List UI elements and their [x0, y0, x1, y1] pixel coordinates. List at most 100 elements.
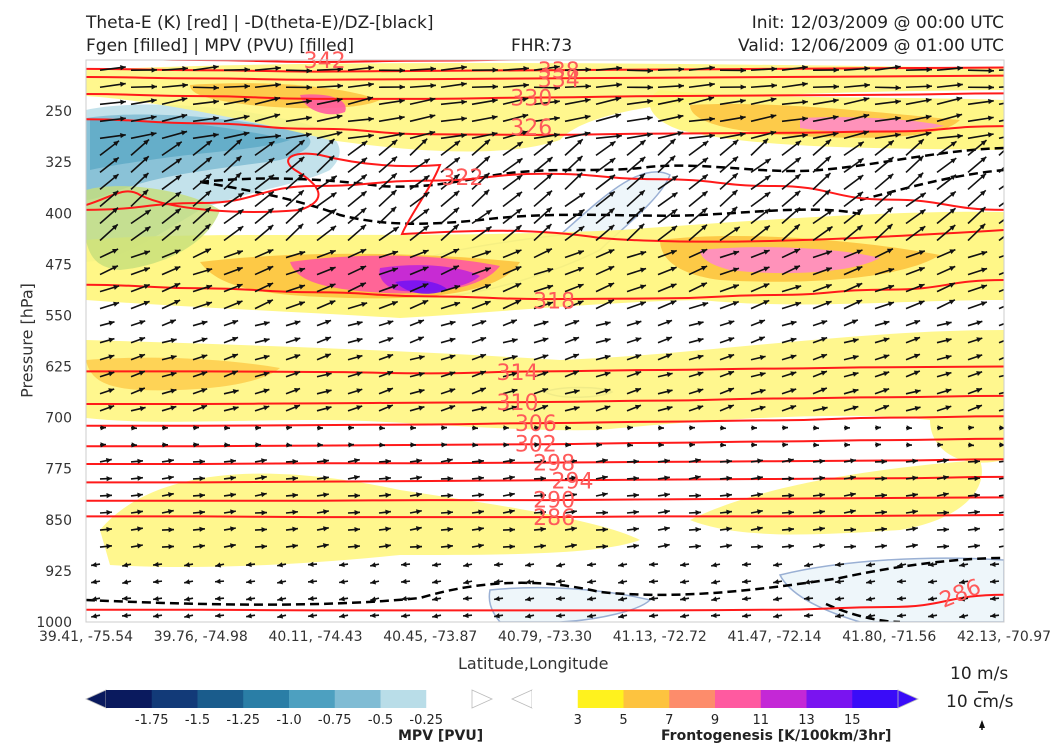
wind-vector-head [153, 613, 159, 619]
wind-vector-head [392, 267, 398, 273]
wind-vector-head [387, 320, 394, 326]
wind-vector-head [864, 82, 870, 88]
wind-vector-head [106, 543, 112, 549]
wind-vector-head [235, 155, 242, 162]
wind-vector-head [888, 267, 895, 273]
wind-vector-head [230, 475, 236, 481]
wind-vector-head [974, 458, 980, 465]
wind-vector-head [666, 405, 673, 411]
wind-vector-head [263, 371, 270, 377]
wind-vector-head [975, 404, 982, 410]
wind-vector-head [168, 458, 174, 464]
wind-vector-head [478, 509, 484, 515]
wind-vector-head [516, 141, 523, 147]
wind-vector-head [988, 68, 994, 74]
theta-e-label: 290 [533, 488, 575, 513]
wind-vector-head [1007, 337, 1013, 342]
wind-vector-head [912, 509, 918, 515]
wind-vector-head [601, 492, 608, 498]
wind-vector-head [701, 265, 708, 271]
wind-vector-head [268, 141, 275, 147]
wind-vector-head [324, 336, 331, 342]
wind-vector-head [974, 475, 980, 482]
dthetae-dz-contour [859, 168, 1004, 202]
wind-vector-head [726, 475, 732, 481]
wind-vector-head [385, 475, 391, 481]
wind-vector-head [547, 301, 553, 307]
wind-vector-head [243, 97, 250, 104]
wind-vector-head [298, 140, 305, 146]
wind-vector-head [804, 612, 810, 619]
wind-vector-head [587, 613, 593, 619]
wind-vector-head [503, 442, 509, 448]
theta-e-label: 342 [304, 49, 346, 74]
wind-vector-head [199, 459, 205, 465]
wind-vector-head [150, 114, 157, 121]
wind-vector-head [515, 283, 522, 288]
wind-vector-head [277, 562, 283, 568]
wind-vector-head [937, 442, 943, 448]
wind-vector-head [577, 283, 584, 289]
wind-vector-head [480, 337, 487, 342]
wind-vector-head [491, 131, 498, 137]
wind-vector-head [356, 388, 363, 394]
wind-vector-head [571, 475, 577, 481]
wind-vector-head [206, 267, 213, 273]
wind-vector-head [618, 562, 624, 568]
wind-vector-head [120, 99, 126, 105]
dthetae-dz-contour [199, 146, 1004, 188]
wind-vector-head [508, 492, 515, 498]
wind-vector-head [1013, 192, 1019, 197]
wind-vector-head [571, 492, 577, 498]
wind-vector-head [143, 300, 150, 306]
wind-vector-head [604, 354, 611, 360]
theta-e-contour [86, 394, 1004, 406]
wind-vector-head [857, 141, 864, 147]
wind-vector-head [919, 226, 926, 232]
wind-vector-head [348, 425, 354, 431]
wind-vector-head [856, 266, 863, 272]
wind-vector-head [990, 595, 996, 602]
wind-vector-head [255, 425, 261, 431]
wind-vector-head [542, 320, 549, 326]
title-init: Init: 12/03/2009 @ 00:00 UTC [751, 13, 1004, 33]
theta-e-contour [86, 74, 1004, 81]
wind-vector-head [255, 442, 261, 448]
wind-vector-head [820, 387, 827, 393]
wind-vector-head [906, 425, 912, 431]
wind-vector-head [635, 320, 642, 326]
wind-vector-head [113, 284, 120, 290]
wind-vector-head [368, 82, 374, 88]
wind-vector-head [782, 442, 788, 448]
wind-vector-head [658, 442, 664, 448]
theta-e-label: 326 [510, 116, 552, 141]
theta-e-contour [86, 279, 1004, 301]
wind-vector-head [324, 353, 331, 359]
wind-vector-head [447, 509, 453, 516]
wind-vector-head [484, 284, 491, 289]
wind-vector-head [492, 84, 498, 90]
x-tick-label: 41.47, -72.14 [727, 629, 821, 645]
wind-vector-head [213, 99, 219, 105]
wind-vector-head [398, 131, 405, 138]
wind-vector-head [137, 492, 143, 498]
wind-vector-head [821, 406, 828, 412]
wind-vector-head [461, 99, 467, 105]
wind-vector-head [360, 249, 367, 254]
wind-vector-head [410, 442, 416, 448]
wind-vector-head [441, 425, 447, 431]
wind-vector-head [728, 320, 735, 326]
wind-vector-head [788, 493, 794, 499]
wind-vector-head [106, 526, 112, 533]
wind-vector-head [478, 475, 484, 481]
wind-vector-head [802, 81, 808, 87]
wind-vector-head [286, 442, 292, 448]
wind-vector-head [485, 226, 492, 232]
wind-vector-head [751, 425, 757, 431]
wind-vector-head [863, 130, 870, 136]
wind-vector-head [422, 300, 429, 306]
wind-vector-head [423, 208, 430, 215]
wind-vector-head [732, 284, 739, 290]
wind-vector-head [565, 425, 571, 431]
wind-vector-head [100, 425, 106, 431]
